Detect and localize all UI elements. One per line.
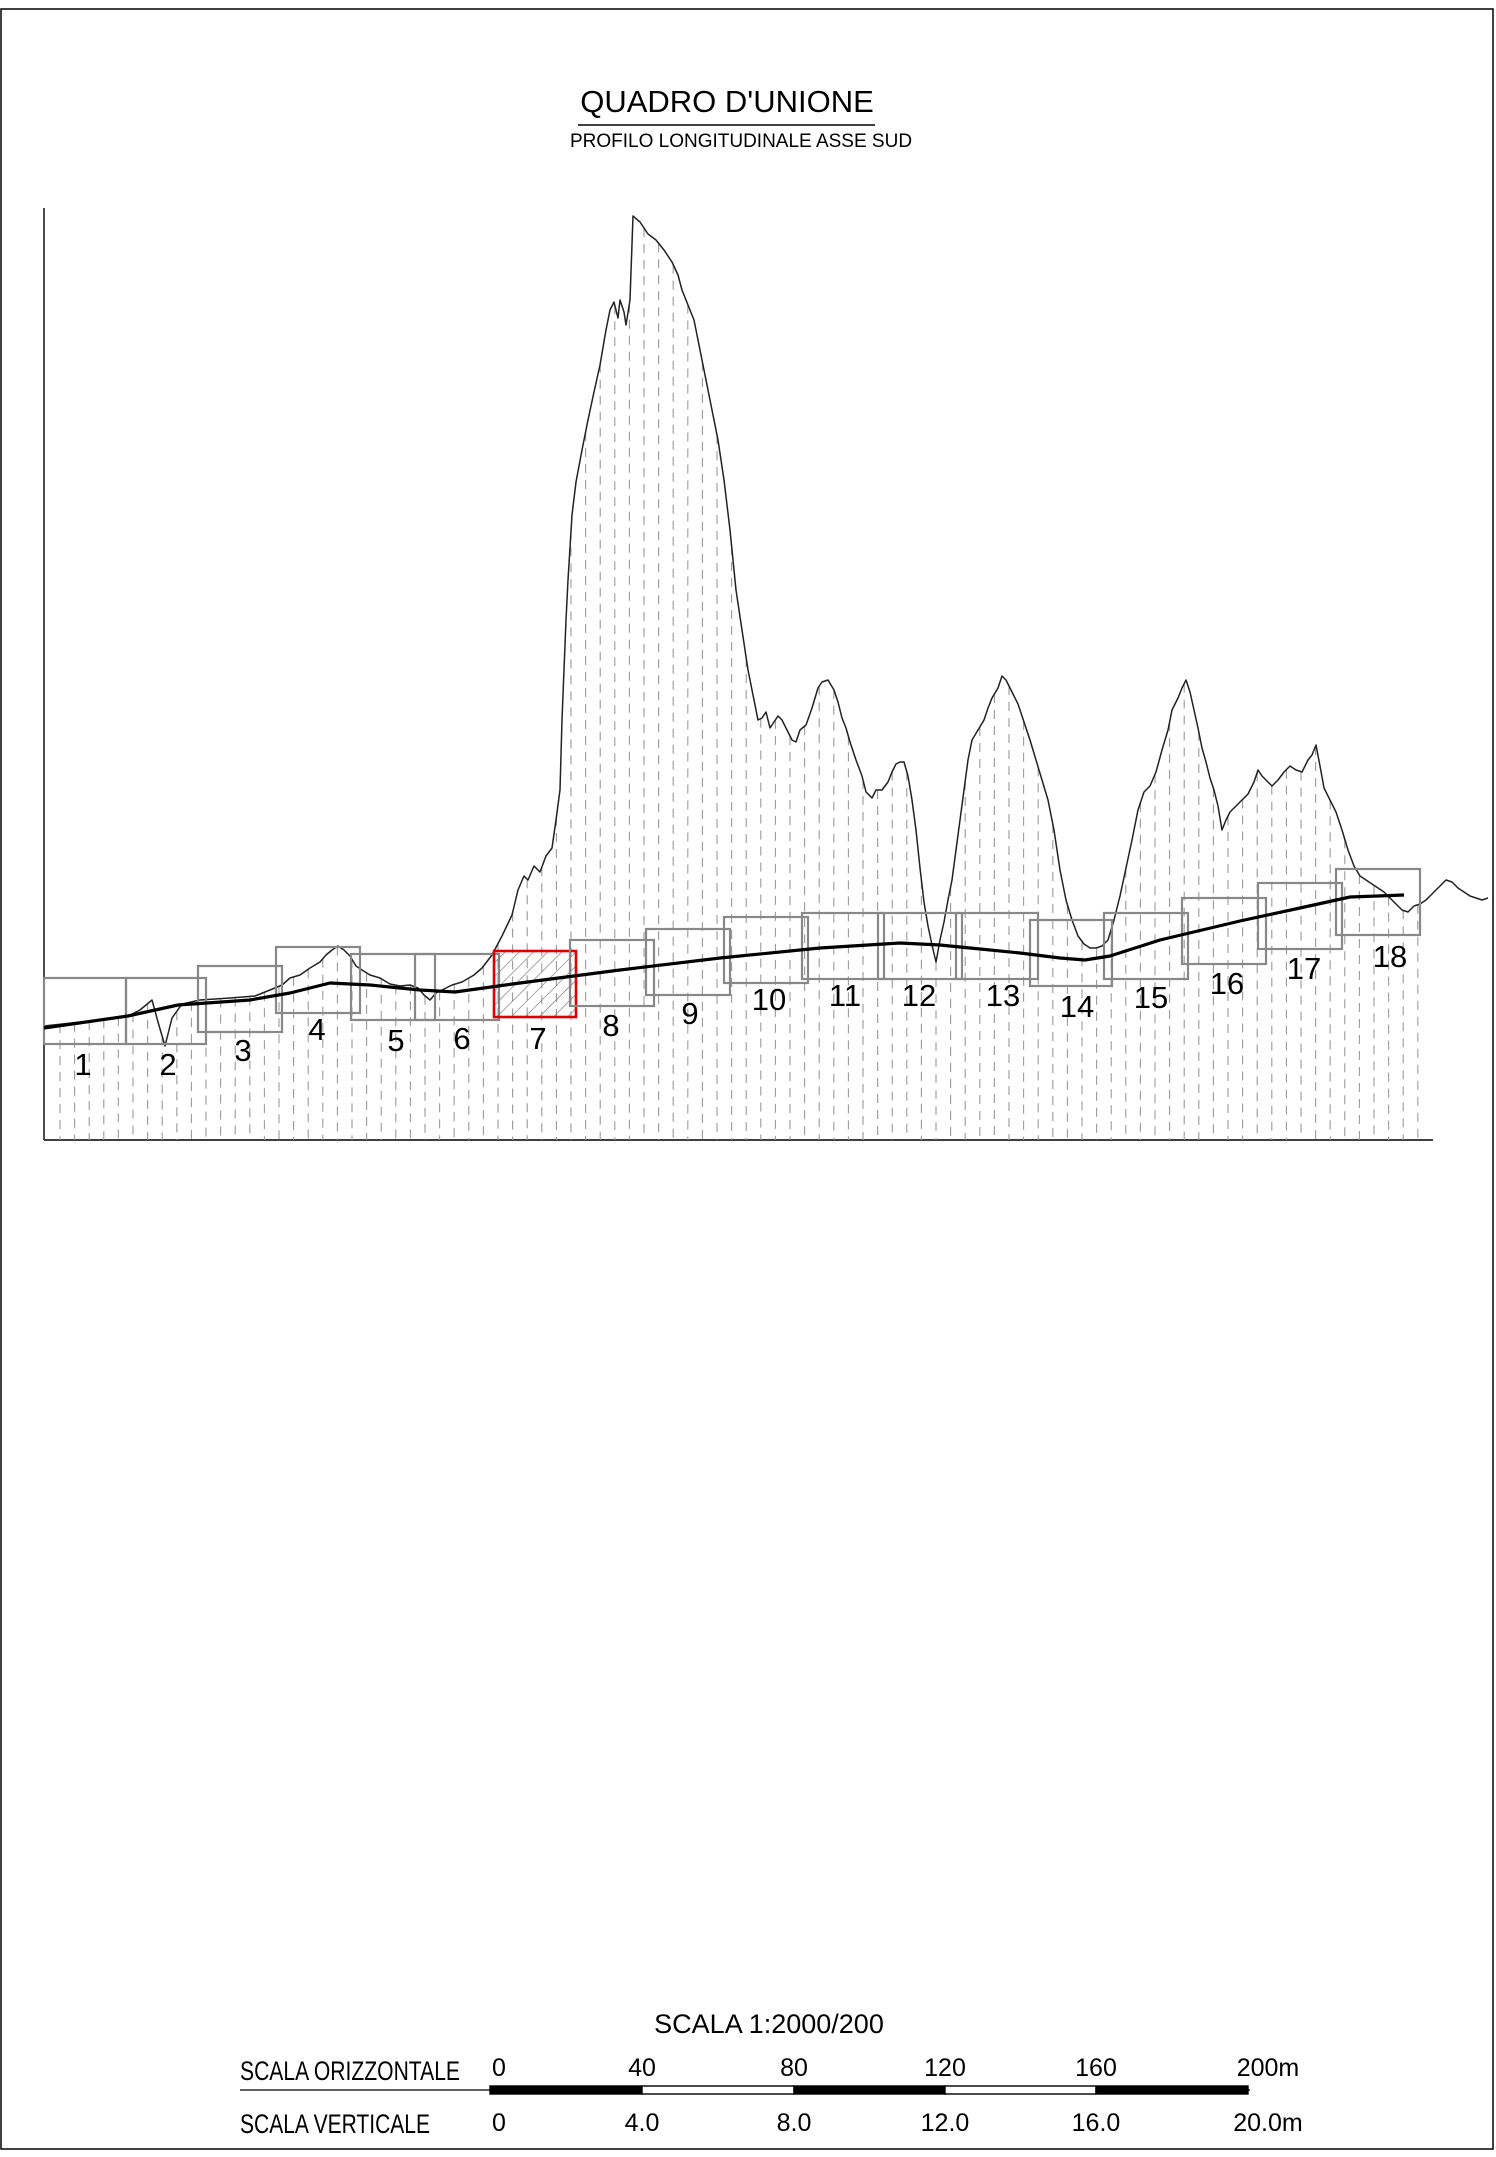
sheet-frame-4[interactable]	[274, 945, 362, 1015]
scale-ticks: 0 40 80 120 160 200m 0 4.0 8.0 12.0 16.0 20.0m	[492, 2054, 1303, 2137]
sheet-label-3: 3	[234, 1033, 251, 1068]
sheet-label-6: 6	[453, 1021, 470, 1056]
scale-segment	[641, 2085, 795, 2095]
horizontal-scale-tick-label: 80	[780, 2054, 808, 2082]
sheet-label-15: 15	[1134, 980, 1168, 1015]
sheet-frame-13[interactable]	[954, 911, 1040, 981]
sheet-frame-11[interactable]	[800, 911, 886, 981]
section-lines	[59, 228, 1419, 1140]
sheet-label-16: 16	[1210, 966, 1244, 1001]
vertical-scale-tick-label: 8.0	[777, 2109, 812, 2137]
sheet-label-9: 9	[681, 996, 698, 1031]
sheet-frame-15[interactable]	[1102, 911, 1190, 981]
sheet-frame-2[interactable]	[124, 976, 208, 1046]
sheet-frame-18[interactable]	[1334, 867, 1422, 937]
scale-bar	[489, 2085, 1249, 2095]
terrain-profile-line	[43, 215, 1489, 1047]
sheet-label-11: 11	[829, 978, 861, 1013]
sheet-label-5: 5	[387, 1023, 404, 1058]
horizontal-scale-tick-label: 0	[492, 2054, 506, 2082]
sheet-frame-1[interactable]	[42, 976, 128, 1046]
sheet-border	[0, 8, 1494, 2150]
sheet-frame-3[interactable]	[196, 964, 284, 1034]
sheet-label-14: 14	[1060, 989, 1094, 1024]
sheet-frame-8[interactable]	[568, 938, 656, 1008]
scale-segment	[1095, 2085, 1249, 2095]
sheet-label-18: 18	[1373, 939, 1407, 974]
vertical-scale-tick-label: 4.0	[625, 2109, 660, 2137]
road-grade-line	[43, 893, 1405, 1030]
sheet-frame-5[interactable]	[349, 952, 437, 1022]
sheet-frame-14[interactable]	[1028, 918, 1114, 988]
sheet-label-4: 4	[308, 1012, 325, 1047]
sheet-frame-9[interactable]	[644, 927, 732, 997]
vertical-scale-tick-label: 20.0m	[1233, 2109, 1302, 2137]
vertical-scale-tick-label: 16.0	[1072, 2109, 1121, 2137]
horizontal-scale-tick-label: 120	[924, 2054, 966, 2082]
sheet-label-1: 1	[74, 1047, 91, 1082]
sheet-label-8: 8	[602, 1008, 619, 1043]
sheet-frame-16[interactable]	[1180, 896, 1268, 966]
sheet-frames	[42, 867, 1422, 1046]
sheet-label-17: 17	[1287, 951, 1321, 986]
horizontal-scale-tick-label: 200m	[1237, 2054, 1300, 2082]
sheet-frame-7[interactable]	[492, 949, 578, 1019]
scale-segment	[489, 2085, 643, 2095]
sheet-label-2: 2	[159, 1047, 176, 1082]
scale-horizontal-label: SCALA ORIZZONTALE	[240, 2056, 460, 2086]
title-sub: PROFILO LONGITUDINALE ASSE SUD	[570, 131, 912, 152]
scale-segment	[793, 2085, 946, 2095]
scale-title: SCALA 1:2000/200	[654, 2009, 884, 2039]
sheet-label-12: 12	[902, 978, 936, 1013]
vertical-scale-tick-label: 12.0	[921, 2109, 970, 2137]
vertical-scale-tick-label: 0	[492, 2109, 506, 2137]
scale-segment	[944, 2085, 1097, 2095]
sheet-labels: 1 2 34 5 6 7 8 9 10 11 12 13 14 15 16 17 18	[74, 939, 1407, 1082]
title-main: QUADRO D'UNIONE	[580, 84, 874, 119]
horizontal-scale-tick-label: 160	[1075, 2054, 1117, 2082]
scale-vertical-label: SCALA VERTICALE	[240, 2109, 430, 2139]
horizontal-scale-tick-label: 40	[628, 2054, 656, 2082]
sheet-label-7: 7	[529, 1021, 546, 1056]
sheet-label-10: 10	[752, 982, 786, 1017]
sheet-label-13: 13	[986, 978, 1020, 1013]
